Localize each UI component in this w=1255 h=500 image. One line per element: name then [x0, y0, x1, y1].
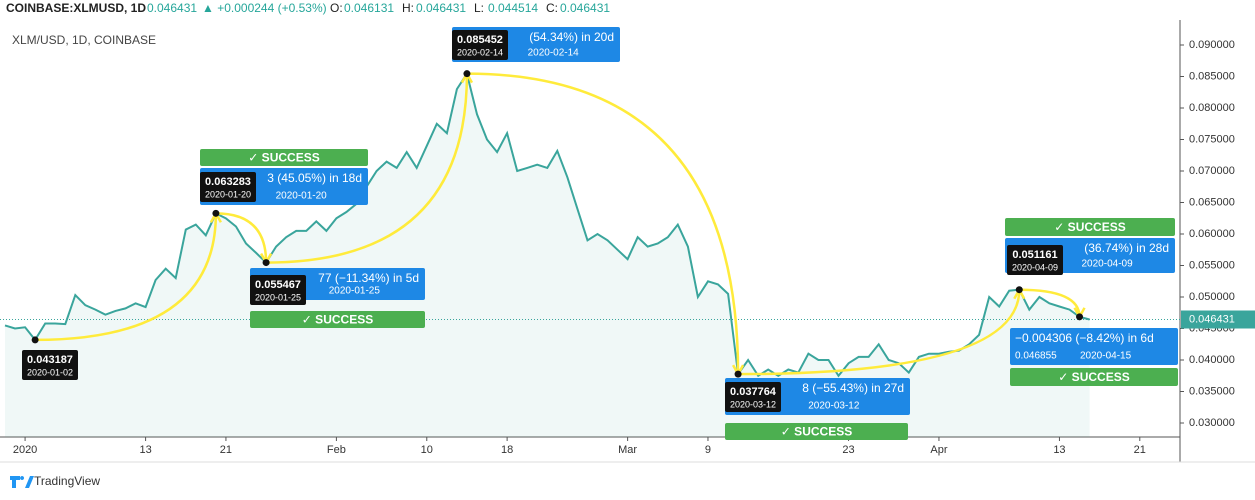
ohlc: O: 0.046131 H: 0.046431 L: 0.044514 C: 0.046431: [330, 1, 610, 15]
measure-change: (36.74%) in 28d: [1084, 241, 1169, 255]
measure-date: 2020-01-20: [276, 191, 328, 202]
price-box-date: 2020-01-25: [255, 292, 301, 302]
ohlc-label: H:: [402, 1, 414, 15]
anchor-point: [1015, 286, 1023, 294]
measure-arrow: [738, 289, 1021, 376]
price-box: [725, 382, 781, 412]
x-tick-label: Feb: [327, 444, 346, 456]
ohlc-value: 0.046431: [560, 1, 610, 15]
measure-date: 2020-04-15: [1080, 351, 1132, 362]
measure-box: [1010, 328, 1178, 365]
x-tick-label: Mar: [618, 444, 637, 456]
ohlc-value: 0.046431: [416, 1, 466, 15]
status-box: [200, 149, 368, 166]
measure-arrow: [215, 212, 268, 263]
x-tick-label: 21: [1134, 444, 1146, 456]
anchor-point: [31, 336, 39, 344]
ohlc-label: O:: [330, 1, 343, 15]
status-label: ✓ SUCCESS: [1058, 370, 1129, 384]
brand-logo: [10, 476, 34, 488]
status-box: [1010, 368, 1178, 386]
status-label: ✓ SUCCESS: [302, 313, 373, 327]
x-tick-label: 18: [501, 444, 513, 456]
price-box-date: 2020-01-02: [27, 367, 73, 377]
y-tick-label: 0.075000: [1189, 133, 1235, 145]
anchor-point: [262, 259, 270, 267]
price-box-value: 0.063283: [205, 176, 251, 188]
measure-arrow: [266, 73, 469, 264]
measure-change: (54.34%) in 20d: [529, 30, 614, 44]
status-box: [1005, 218, 1175, 236]
price-box-value: 0.051161: [1012, 249, 1057, 261]
y-tick-label: 0.060000: [1189, 228, 1235, 240]
y-tick-label: 0.080000: [1189, 102, 1235, 114]
measure-change: 8 (−55.43%) in 27d: [802, 381, 904, 395]
last-price: 0.046431: [147, 1, 197, 15]
price-tag-label: 0.046431: [1189, 313, 1235, 325]
price-box-date: 2020-01-20: [205, 189, 251, 199]
price-box: [22, 350, 78, 380]
measure-price: 0.046855: [1015, 351, 1057, 362]
price-box: [452, 30, 508, 60]
status-box: [725, 423, 908, 440]
measure-change: 77 (−11.34%) in 5d: [318, 271, 419, 285]
measure-arrow: [1019, 288, 1081, 317]
x-tick-label: Apr: [930, 444, 947, 456]
anchor-point: [1076, 313, 1084, 321]
y-tick-label: 0.050000: [1189, 291, 1235, 303]
price-box-date: 2020-04-09: [1012, 262, 1058, 272]
anchor-point: [463, 70, 471, 78]
y-tick-label: 0.065000: [1189, 196, 1235, 208]
measure-arrow: [35, 213, 218, 342]
x-tick-label: 13: [139, 444, 151, 456]
ohlc-value: 0.044514: [488, 1, 538, 15]
y-tick-label: 0.055000: [1189, 259, 1235, 271]
x-tick-label: 21: [220, 444, 232, 456]
status-box: [250, 311, 425, 328]
price-box: [1007, 245, 1063, 275]
status-label: ✓ SUCCESS: [1054, 220, 1125, 234]
measure-change: 3 (45.05%) in 18d: [267, 171, 362, 185]
measure-date: 2020-03-12: [808, 401, 860, 412]
price-line-series: [4, 71, 1090, 378]
y-tick-label: 0.040000: [1189, 354, 1235, 366]
price-tag: [1181, 310, 1255, 329]
y-tick-label: 0.090000: [1189, 39, 1235, 51]
anchor-point: [212, 209, 220, 217]
x-tick-label: 13: [1053, 444, 1065, 456]
y-tick-label: 0.035000: [1189, 385, 1235, 397]
measure-date: 2020-01-25: [329, 286, 381, 297]
measure-change: −0.004306 (−8.42%) in 6d: [1015, 331, 1154, 345]
x-tick-label: 10: [421, 444, 433, 456]
measure-date: 2020-04-09: [1082, 259, 1134, 270]
y-tick-label: 0.070000: [1189, 165, 1235, 177]
price-box-value: 0.043187: [27, 354, 73, 366]
x-tick-label: 9: [705, 444, 711, 456]
y-tick-label: 0.085000: [1189, 70, 1235, 82]
x-tick-label: 2020: [13, 444, 37, 456]
status-label: ✓ SUCCESS: [781, 425, 852, 439]
ohlc-label: L:: [474, 1, 484, 15]
price-box: [200, 172, 256, 202]
measure-date: 2020-02-14: [528, 48, 580, 59]
area: [5, 73, 1090, 437]
x-tick-label: 23: [842, 444, 854, 456]
ohlc-value: 0.046131: [344, 1, 394, 15]
brand: TradingView: [34, 474, 100, 488]
anchor-point: [734, 370, 742, 378]
price-box-value: 0.085452: [457, 34, 503, 46]
y-tick-label: 0.030000: [1189, 417, 1235, 429]
price-box-date: 2020-03-12: [730, 399, 776, 409]
price-box: [250, 275, 306, 305]
symbol: COINBASE:XLMUSD, 1D: [6, 1, 146, 15]
price-box-value: 0.037764: [730, 386, 777, 398]
status-label: ✓ SUCCESS: [248, 151, 319, 165]
chart-title: XLM/USD, 1D, COINBASE: [12, 33, 156, 47]
price-box-value: 0.055467: [255, 279, 301, 291]
ohlc-label: C:: [546, 1, 558, 15]
price-box-date: 2020-02-14: [457, 47, 503, 57]
price-change: ▲ +0.000244 (+0.53%): [202, 1, 327, 15]
measure-arrow: [466, 72, 740, 375]
